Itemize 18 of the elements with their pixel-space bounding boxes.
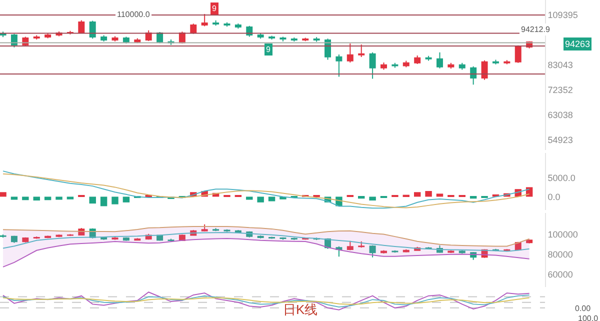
annotation: 9 <box>266 45 271 54</box>
y-tick-label: 83043 <box>548 60 573 70</box>
y-tick-label: 72352 <box>548 85 573 96</box>
y-tick-label: 0.0 <box>548 192 560 202</box>
y-tick-label: 100000 <box>548 230 578 240</box>
text: 94263 <box>565 39 590 49</box>
y-tick-label: 5000.0 <box>548 172 576 183</box>
annotation: 日K线 <box>283 302 318 317</box>
text: 0.00 <box>575 304 592 313</box>
y-tick-label: 54923 <box>548 135 573 146</box>
y-tick-label: 60000 <box>548 270 573 280</box>
annotation: 110000.0 <box>117 10 150 19</box>
y-tick-label: 80000 <box>548 250 573 260</box>
y-tick-label: 109395 <box>548 10 578 20</box>
annotation: 94212.9 <box>521 25 550 34</box>
y-tick-label: 63038 <box>548 110 573 120</box>
annotation: 9 <box>212 4 217 13</box>
text: 100.0 <box>578 314 599 321</box>
